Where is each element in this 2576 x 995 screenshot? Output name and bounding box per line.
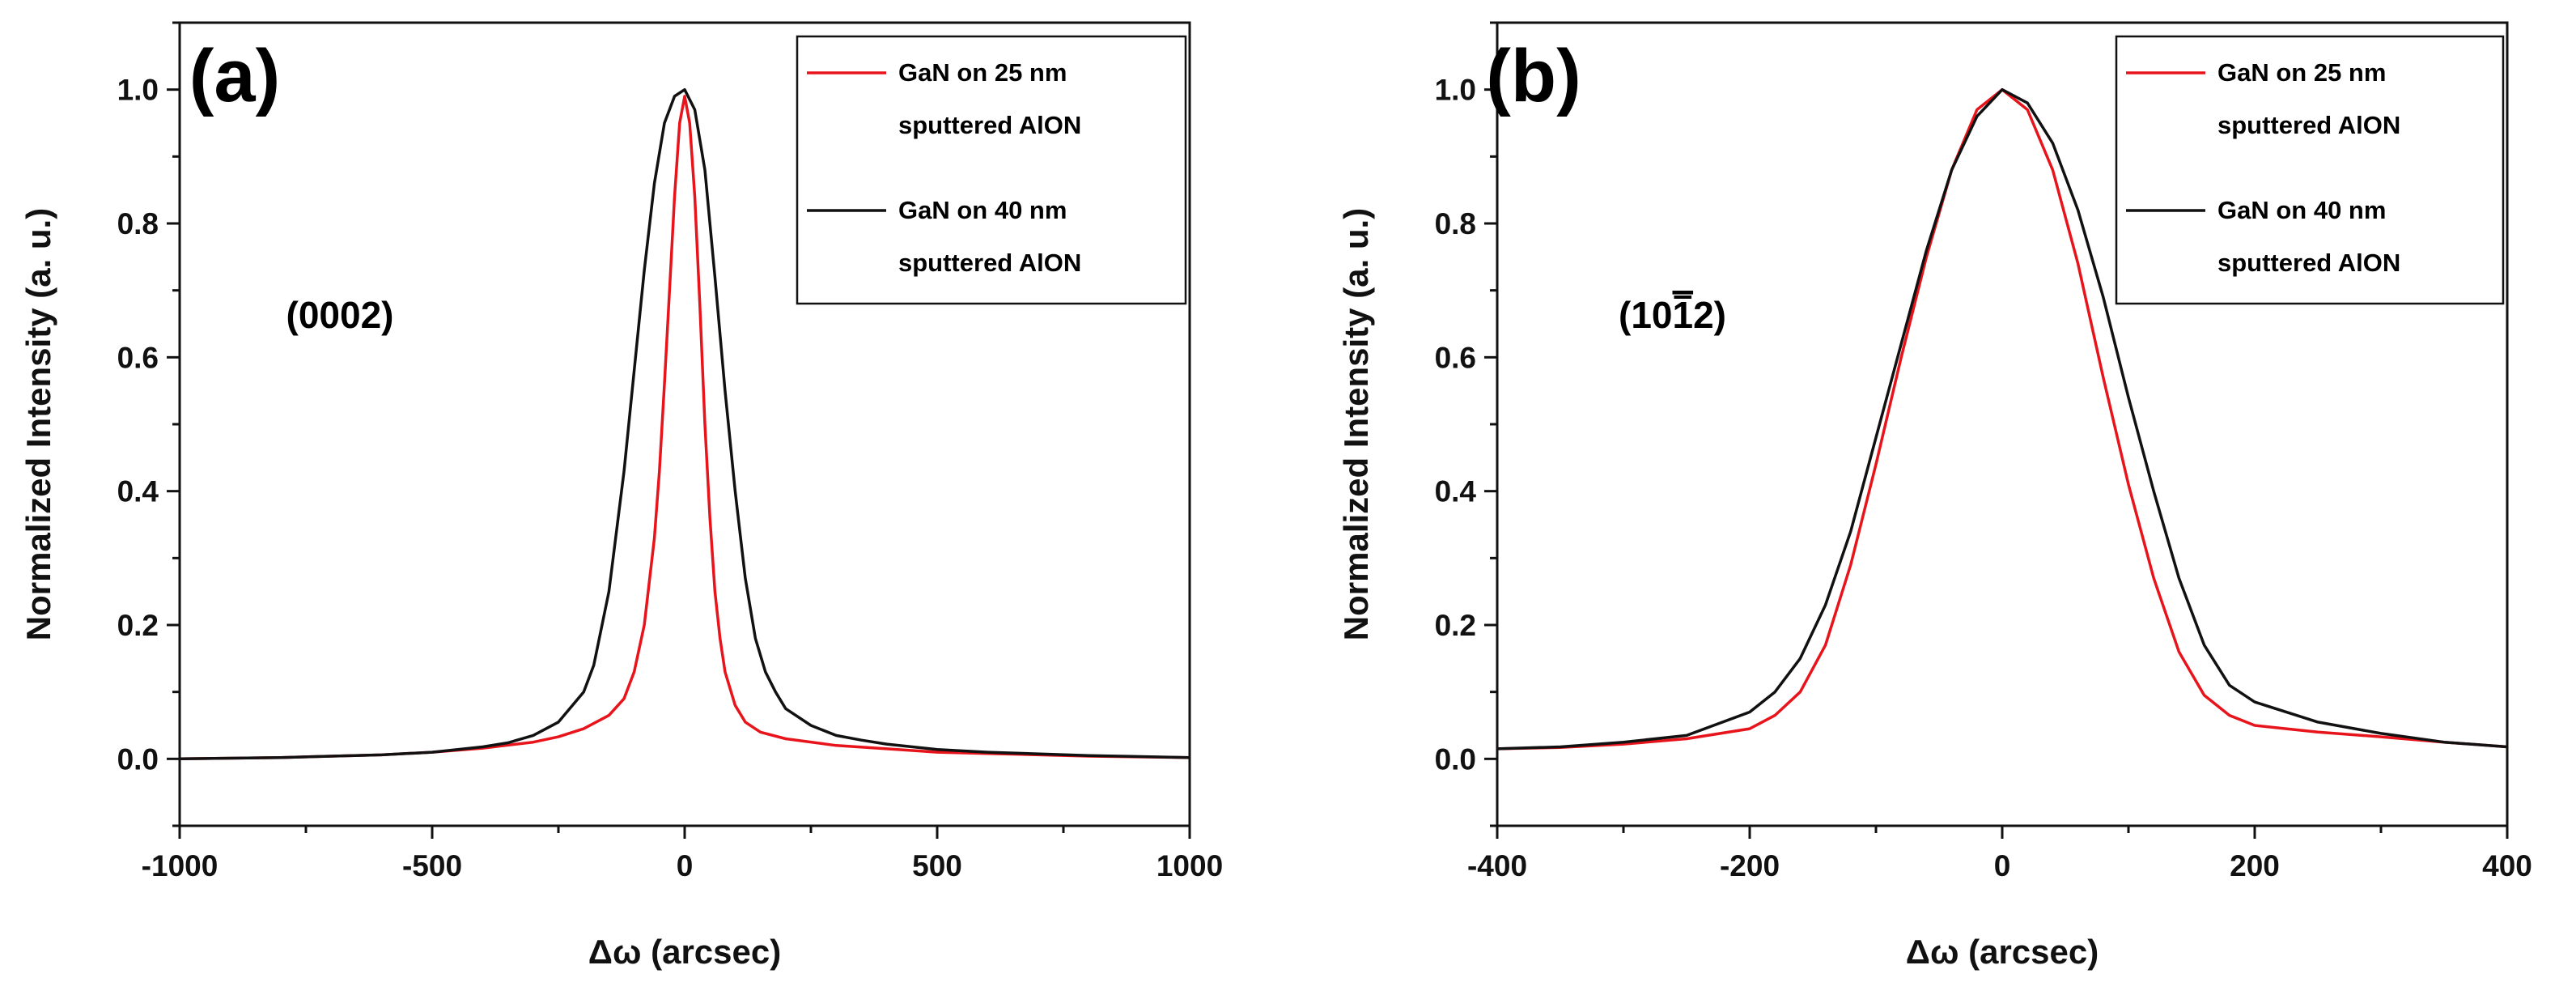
y-tick-label: 0.8 (117, 207, 159, 240)
x-tick-label: 200 (2230, 849, 2280, 882)
y-tick-label: 1.0 (1435, 74, 1476, 107)
y-tick-label: 0.6 (1435, 341, 1476, 374)
legend-label: GaN on 25 nm (2217, 58, 2386, 87)
legend-box (2115, 35, 2505, 305)
y-axis-title: Normalized Intensity (a. u.) (19, 208, 57, 640)
legend-label: sputtered AlON (2217, 249, 2400, 277)
x-tick-label: 1000 (1156, 849, 1223, 882)
plane-annotation: (0002) (286, 294, 394, 336)
x-axis-title: Δω (arcsec) (588, 933, 781, 971)
chart-panel-b: -400 -200 0 200 400 0.0 0.2 0.4 0.6 0.8 1.0 Δω (arc… (1337, 21, 2532, 971)
y-tick-label: 0.2 (117, 609, 159, 642)
y-tick-label: 1.0 (117, 74, 159, 107)
series-line-2 (179, 87, 1190, 761)
x-tick-label: -200 (1720, 849, 1780, 882)
panel-label: (a) (189, 35, 280, 117)
x-tick-label: 500 (912, 849, 962, 882)
x-tick-label: 400 (2482, 849, 2532, 882)
legend-label: sputtered AlON (2217, 111, 2400, 139)
legend-label: sputtered AlON (898, 249, 1081, 277)
x-tick-label: 0 (677, 849, 694, 882)
y-tick-label: 0.4 (1435, 475, 1477, 508)
y-tick-label: 0.6 (117, 341, 159, 374)
legend-label: GaN on 25 nm (898, 58, 1067, 87)
x-tick-label: -400 (1467, 849, 1527, 882)
legend-label: GaN on 40 nm (2217, 196, 2386, 224)
y-tick-label: 0.0 (1435, 742, 1476, 776)
y-tick-label: 0.0 (117, 742, 159, 776)
series-line-1 (179, 95, 1190, 761)
legend: GaN on 25 nm sputtered AlON GaN on 40 nm sp… (2115, 35, 2505, 305)
y-tick-label: 0.2 (1435, 609, 1476, 642)
legend: GaN on 25 nm sputtered AlON GaN on 40 nm sp… (796, 35, 1187, 305)
legend-label: GaN on 40 nm (898, 196, 1067, 224)
x-tick-label: 0 (1994, 849, 2011, 882)
plane-annotation: (1012) (1619, 294, 1726, 336)
panel-label: (b) (1486, 35, 1581, 117)
x-axis-title: Δω (arcsec) (1906, 933, 2099, 971)
x-tick-label: -500 (402, 849, 462, 882)
y-tick-label: 0.8 (1435, 207, 1476, 240)
y-axis-title: Normalized Intensity (a. u.) (1337, 208, 1375, 640)
legend-box (796, 35, 1187, 305)
chart-panel-a: -1000 -500 0 500 1000 0.0 0.2 0.4 0.6 0.8 1.0 Δω (a… (19, 21, 1223, 971)
x-tick-label: -1000 (142, 849, 219, 882)
series-line-2 (1496, 87, 2508, 751)
legend-label: sputtered AlON (898, 111, 1081, 139)
y-tick-label: 0.4 (117, 475, 159, 508)
